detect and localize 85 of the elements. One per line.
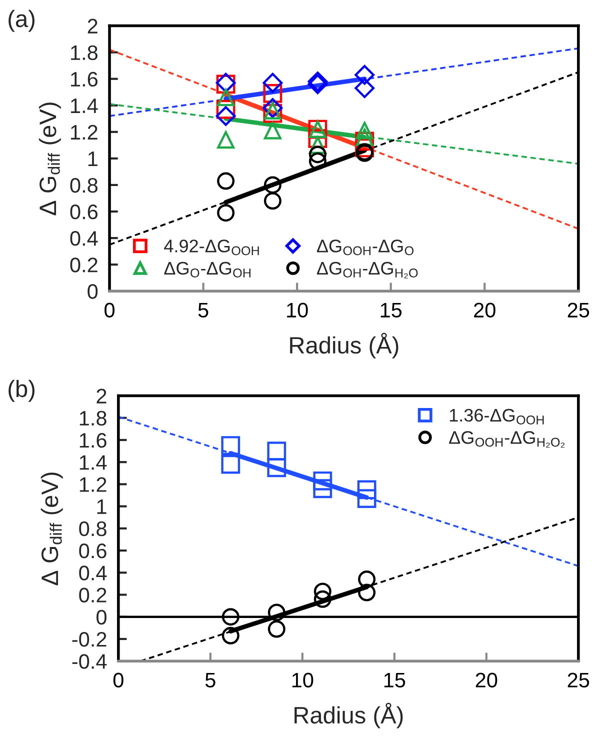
y-tick-label: 1.8 <box>71 45 98 60</box>
x-tick-label: 10 <box>287 302 308 318</box>
point <box>217 172 235 190</box>
y-tick-label: 0.4 <box>79 566 107 580</box>
x-tick-label: 25 <box>568 672 590 688</box>
y-axis-title: Δ G$_{diff}$ (eV) <box>38 102 61 216</box>
x-tick-label: 25 <box>568 302 590 318</box>
legend-label: ΔG$_{OH}$-ΔG$_{H₂O}$ <box>316 262 418 278</box>
point <box>354 64 375 85</box>
point <box>354 78 375 98</box>
point <box>217 131 235 149</box>
y-tick-label: 2 <box>88 18 98 34</box>
y-tick-label: 1.4 <box>80 455 107 470</box>
y-tick-label: 1.2 <box>71 124 98 140</box>
y-tick-label: 1.8 <box>80 410 106 426</box>
point <box>355 132 374 151</box>
text: (b) <box>8 380 34 402</box>
x-tick-label: 5 <box>205 672 216 688</box>
legend-label: 4.92-ΔG$_{OOH}$ <box>164 240 259 256</box>
point <box>222 608 240 626</box>
point <box>262 72 283 93</box>
point <box>221 436 240 455</box>
y-tick-label: -0.2 <box>72 632 106 647</box>
point <box>264 122 282 140</box>
x-tick-label: 10 <box>292 672 314 688</box>
y-tick-label: 1.2 <box>80 477 106 492</box>
x-tick-label: 0 <box>113 672 124 688</box>
point <box>262 98 283 118</box>
point <box>217 204 235 222</box>
x-tick-label: 15 <box>380 302 402 318</box>
x-tick-label: 15 <box>384 672 406 688</box>
point <box>267 442 286 460</box>
y-tick-label: 0.8 <box>79 521 106 536</box>
point <box>264 192 282 210</box>
point <box>313 479 332 498</box>
y-tick-label: 0 <box>88 284 98 299</box>
y-tick-label: 0.8 <box>70 178 98 193</box>
x-axis-title: Radius (Å) <box>290 332 398 358</box>
point <box>308 152 326 170</box>
point <box>264 176 282 194</box>
y-tick-label: 0.6 <box>79 544 106 558</box>
point <box>308 146 326 164</box>
point <box>308 136 326 154</box>
point <box>358 570 376 588</box>
point <box>216 106 236 126</box>
point <box>356 122 374 140</box>
y-tick-label: 1 <box>88 152 98 166</box>
y-tick-label: 0.2 <box>70 258 98 272</box>
point <box>358 584 376 602</box>
y-tick-label: 0 <box>96 610 106 625</box>
y-tick-label: 1.6 <box>80 432 106 448</box>
point <box>268 620 286 638</box>
legend-label: ΔG$_{O}$-ΔG$_{OH}$ <box>164 262 250 278</box>
y-tick-label: 1 <box>97 500 106 514</box>
point <box>314 590 332 608</box>
point <box>263 104 282 123</box>
point <box>264 102 282 120</box>
y-tick-label: 0.6 <box>70 204 98 220</box>
point <box>308 129 328 148</box>
y-axis-title: Δ G$_{diff}$ (eV) <box>40 472 63 586</box>
point <box>357 480 376 500</box>
point <box>314 582 332 600</box>
point <box>313 471 332 490</box>
point <box>222 626 240 644</box>
y-tick-label: -0.4 <box>72 654 107 669</box>
point <box>267 458 286 478</box>
y-tick-label: 0.4 <box>70 231 98 246</box>
y-tick-label: 1.4 <box>71 98 98 113</box>
x-tick-label: 20 <box>476 672 498 688</box>
y-tick-label: 0.2 <box>79 588 106 603</box>
point <box>221 454 240 474</box>
y-tick-label: 2 <box>96 388 106 404</box>
point <box>268 604 286 622</box>
x-tick-label: 20 <box>474 302 496 318</box>
x-tick-label: 5 <box>198 302 208 318</box>
point <box>216 100 236 119</box>
legend-label: ΔG$_{OOH}$-ΔG$_{O}$ <box>316 240 414 256</box>
point <box>217 88 235 106</box>
x-axis-title: Radius (Å) <box>294 702 403 728</box>
legend-label: 1.36-ΔG$_{OOH}$ <box>450 408 544 424</box>
y-tick-label: 1.6 <box>71 72 98 87</box>
point <box>357 489 376 508</box>
legend-label: ΔG$_{OOH}$-ΔG$_{H₂O₂}$ <box>449 431 565 448</box>
text: (a) <box>8 10 34 32</box>
point <box>263 84 282 103</box>
